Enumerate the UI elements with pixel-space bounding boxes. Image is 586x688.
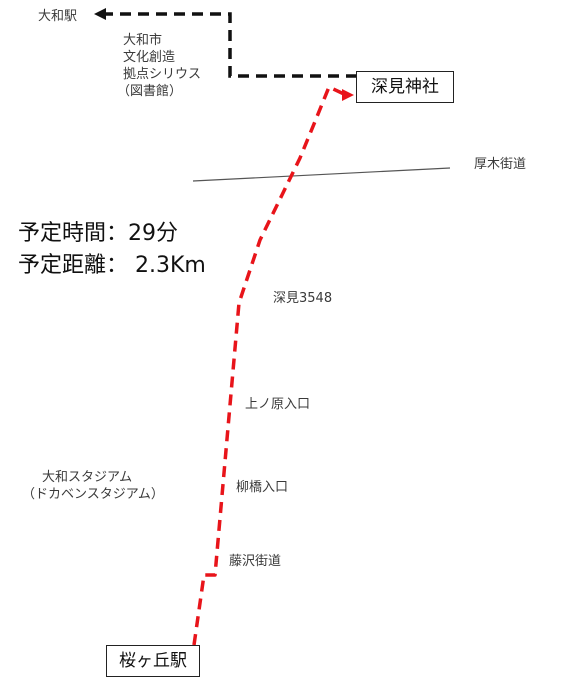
waypoint-fukami-3548: 深見3548 [273,291,333,306]
waypoint-kaminohara-entrance: 上ノ原入口 [245,397,311,412]
facility-line: 大和市 [123,33,163,48]
facility-line: 拠点シリウス [123,67,202,82]
yamato-stadium-label: 大和スタジアム （ドカベンスタジアム） [22,469,164,503]
waypoint-yanagibashi-entrance: 柳橋入口 [236,480,289,495]
stadium-line: 大和スタジアム [42,470,133,485]
facility-line: 文化創造 [123,50,176,65]
estimated-distance: 予定距離： 2.3Km [18,253,206,278]
yamato-station-label: 大和駅 [38,9,78,24]
waypoint-fujisawa-road: 藤沢街道 [229,554,282,569]
arrow-right-icon [342,89,354,101]
arrow-left-icon [94,8,106,20]
sirius-library-label: 大和市 文化創造 拠点シリウス （図書館） [117,32,202,100]
facility-line: （図書館） [117,84,183,99]
sakuragaoka-station-label: 桜ヶ丘駅 [106,645,200,677]
atsugi-road-label: 厚木街道 [474,157,527,172]
stadium-line: （ドカベンスタジアム） [22,487,164,502]
walking-route-line [192,85,347,646]
fukami-shrine-label: 深見神社 [356,71,454,103]
atsugi-road-line [192,167,451,182]
connector-route-line [102,12,356,78]
estimated-time: 予定時間：29分 [18,221,178,246]
